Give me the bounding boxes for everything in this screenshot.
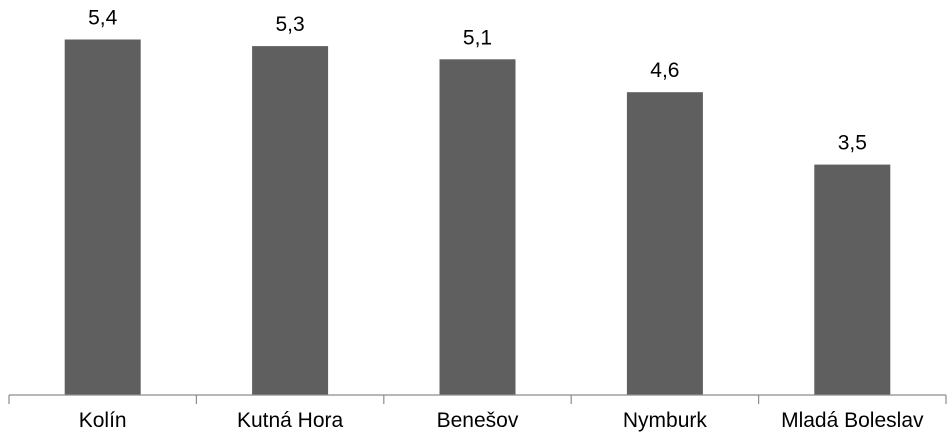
data-label-1: 5,3 — [275, 13, 304, 36]
bar-4 — [814, 164, 891, 395]
category-label-2: Benešov — [437, 409, 519, 432]
bars-group — [64, 39, 891, 396]
data-label-2: 5,1 — [463, 26, 492, 49]
bar-1 — [252, 46, 329, 395]
data-label-4: 3,5 — [838, 132, 867, 155]
data-label-3: 4,6 — [650, 59, 679, 82]
category-labels-group: Kolín Kutná Hora Benešov Nymburk Mladá Boles… — [79, 409, 924, 432]
data-labels-group: 5,4 5,3 5,1 4,6 3,5 — [88, 7, 867, 155]
category-label-1: Kutná Hora — [237, 409, 344, 432]
x-axis-ticks — [8, 395, 947, 404]
data-label-0: 5,4 — [88, 7, 118, 30]
bar-3 — [626, 92, 703, 395]
bar-0 — [64, 39, 141, 395]
bar-2 — [439, 59, 516, 396]
category-label-4: Mladá Boleslav — [781, 409, 924, 432]
category-label-3: Nymburk — [623, 409, 708, 432]
category-label-0: Kolín — [79, 409, 127, 432]
